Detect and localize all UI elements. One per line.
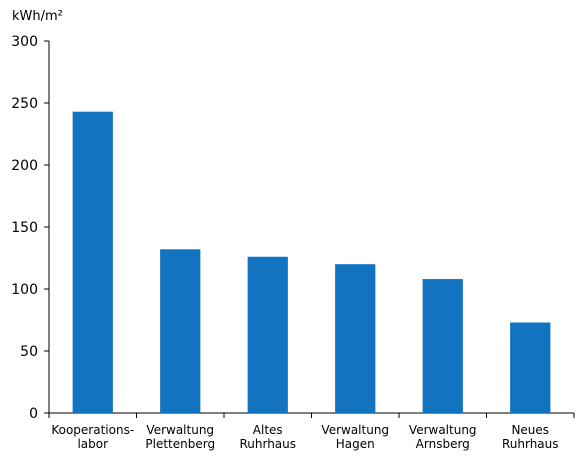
bar [72, 111, 113, 414]
x-category-label: Ruhrhaus [239, 437, 296, 451]
y-tick-label: 50 [20, 344, 38, 360]
x-axis [48, 412, 575, 418]
y-axis-unit-label: kWh/m² [12, 9, 63, 24]
y-tick-label: 300 [11, 34, 38, 50]
x-category-label: labor [77, 437, 108, 451]
bar [160, 249, 201, 413]
y-axis: 0 50 100 150 200 250 300 [11, 34, 50, 422]
y-tick-label: 0 [29, 406, 38, 422]
x-category-label: Kooperations- [51, 423, 134, 437]
x-category-label: Hagen [336, 437, 375, 451]
x-category-label: Arnsberg [416, 437, 470, 451]
y-tick-label: 200 [11, 158, 38, 174]
bar [247, 256, 288, 413]
x-category-label: Verwaltung [321, 423, 389, 437]
x-category-label: Altes [253, 423, 283, 437]
y-tick-label: 250 [11, 96, 38, 112]
bars [72, 111, 551, 414]
x-category-label: Ruhrhaus [502, 437, 559, 451]
y-tick-label: 150 [11, 220, 38, 236]
y-tick-label: 100 [11, 282, 38, 298]
x-category-label: Neues [511, 423, 549, 437]
x-category-label: Verwaltung [146, 423, 214, 437]
bar [510, 322, 551, 413]
x-category-label: Plettenberg [145, 437, 215, 451]
category-labels: Kooperations-laborVerwaltungPlettenbergA… [51, 423, 558, 451]
x-category-label: Verwaltung [409, 423, 477, 437]
bar [422, 279, 463, 413]
bar [335, 264, 376, 413]
